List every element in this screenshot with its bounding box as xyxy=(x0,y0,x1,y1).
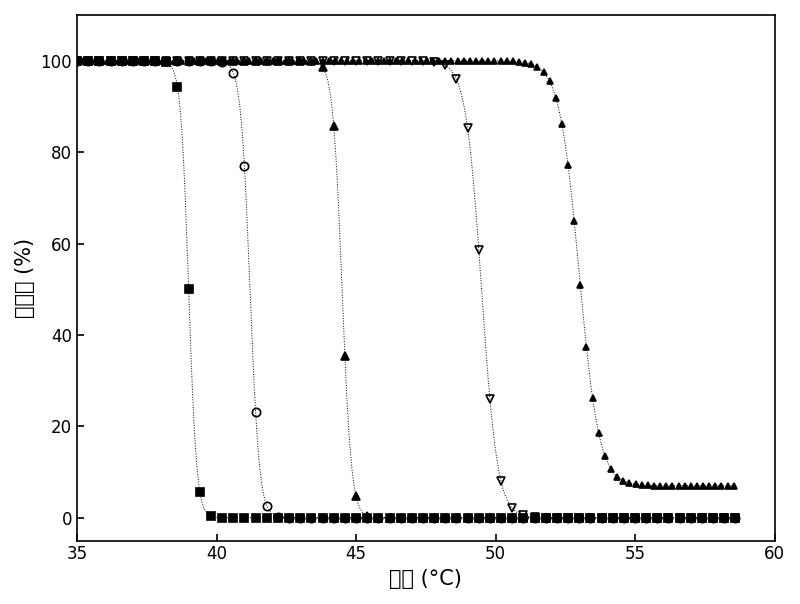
Y-axis label: 透过率 (%): 透过率 (%) xyxy=(15,238,35,318)
X-axis label: 温度 (°C): 温度 (°C) xyxy=(390,569,462,589)
